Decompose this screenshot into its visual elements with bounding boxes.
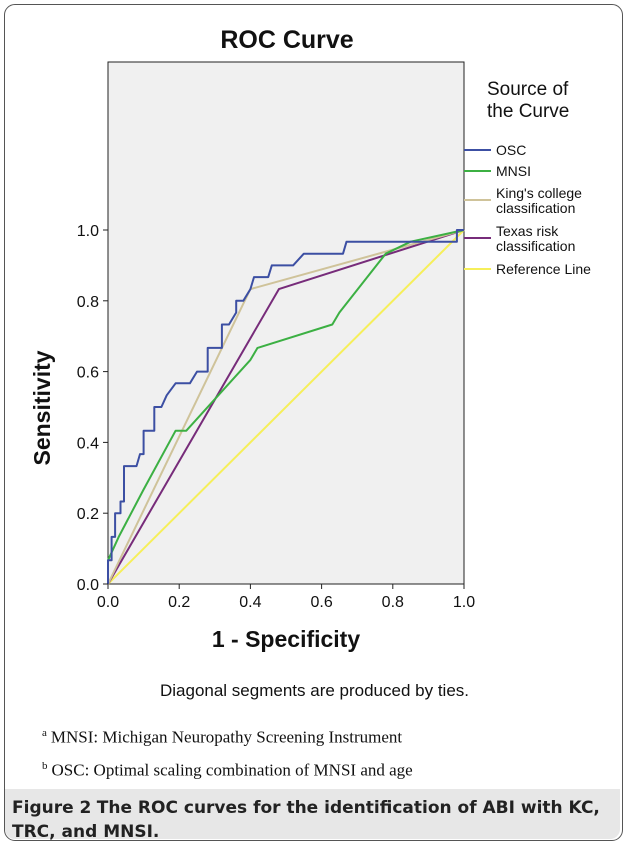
legend-title: Source of the Curve <box>487 79 569 122</box>
series-line-texas-risk-classification <box>107 229 465 585</box>
x-tick-label: 1.0 <box>453 594 475 611</box>
series-line-osc <box>107 229 464 584</box>
legend: Source of the Curve OSC MNSI King's college c… <box>464 79 591 277</box>
x-tick-label: 0.6 <box>310 594 332 611</box>
legend-label-king-s-college-classification: King's college classification <box>496 185 582 216</box>
footnote-a-mark: a <box>42 727 47 739</box>
x-tick-label: 0.2 <box>168 594 190 611</box>
legend-label-reference-line: Reference Line <box>496 261 591 277</box>
legend-label-mnsi: MNSI <box>496 163 531 179</box>
caption-label: Figure 2 <box>12 798 92 818</box>
y-tick-label: 0.2 <box>77 506 99 523</box>
y-tick-label: 1.0 <box>77 223 99 240</box>
x-tick-label: 0.0 <box>97 594 119 611</box>
caption-background <box>5 789 620 839</box>
plot-area <box>107 61 465 585</box>
x-axis-label: 1 - Specificity <box>212 626 360 652</box>
y-tick-label: 0.8 <box>77 294 99 311</box>
y-axis-label: Sensitivity <box>29 350 55 465</box>
y-tick-label: 0.4 <box>77 435 99 452</box>
series-line-mnsi <box>107 229 465 584</box>
x-tick-label: 0.4 <box>239 594 261 611</box>
roc-chart: ROC Curve 0.0 0.2 0.4 0.6 0.8 1.0 0.0 0.2 0.4 0.6… <box>29 26 591 652</box>
x-tick-label: 0.8 <box>382 594 404 611</box>
legend-label-osc: OSC <box>496 142 526 158</box>
figure-caption: Figure 2 The ROC curves for the identifi… <box>12 796 602 844</box>
footnote-a-text: MNSI: Michigan Neuropathy Screening Inst… <box>50 727 403 747</box>
footnote-b: b OSC: Optimal scaling combination of MNS… <box>42 760 413 781</box>
chart-title: ROC Curve <box>220 26 353 54</box>
footnote-b-mark: b <box>42 760 48 772</box>
footnote-a: a MNSI: Michigan Neuropathy Screening Ins… <box>42 727 402 748</box>
series-line-reference-line <box>107 229 465 585</box>
caption-text: The ROC curves for the identification of… <box>12 798 600 842</box>
y-tick-label: 0.0 <box>77 577 99 594</box>
y-tick-label: 0.6 <box>77 365 99 382</box>
footnote-b-text: OSC: Optimal scaling combination of MNSI… <box>51 760 413 780</box>
ties-note: Diagonal segments are produced by ties. <box>159 681 469 700</box>
legend-label-texas-risk-classification: Texas risk classification <box>496 223 575 254</box>
